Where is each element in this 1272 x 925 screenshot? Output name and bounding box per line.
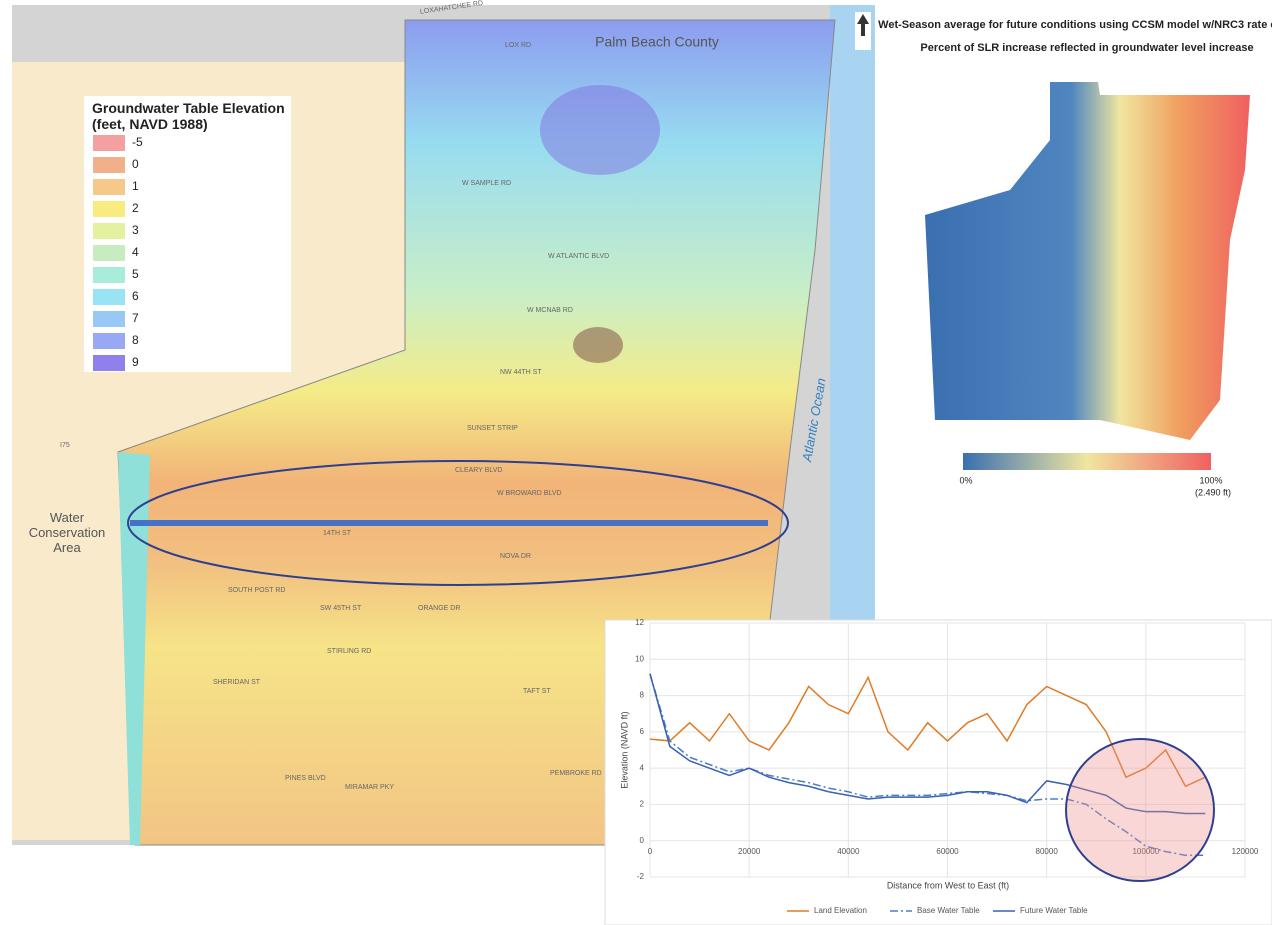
y-tick-label: 0	[640, 836, 645, 845]
road-label: SHERIDAN ST	[213, 679, 261, 686]
legend-swatch	[93, 355, 125, 371]
legend-swatch	[93, 179, 125, 195]
legend-title-box: Groundwater Table Elevation (feet, NAVD …	[92, 100, 292, 136]
y-tick-label: 2	[640, 800, 645, 809]
legend-label: 0	[132, 157, 139, 171]
road-label: TAFT ST	[523, 688, 551, 695]
highlight-circle	[1066, 739, 1214, 881]
legend-swatch	[93, 267, 125, 283]
legend-swatch	[93, 223, 125, 239]
legend-label: 9	[132, 355, 139, 369]
colorbar	[963, 453, 1211, 470]
road-label: W ATLANTIC BLVD	[548, 253, 609, 260]
y-tick-label: 10	[635, 654, 644, 663]
legend-label: 3	[132, 223, 139, 237]
x-axis-title: Distance from West to East (ft)	[887, 880, 1009, 890]
legend-swatch	[93, 311, 125, 327]
colorbar-max: 100%	[1199, 475, 1222, 485]
road-label: SW 45TH ST	[320, 605, 362, 612]
road-label: SUNSET STRIP	[467, 425, 518, 432]
colorbar-min: 0%	[959, 475, 972, 485]
heatmap-title: Wet-Season average for future conditions…	[878, 19, 1272, 31]
road-label: W BROWARD BLVD	[497, 490, 562, 497]
legend-label: 2	[132, 201, 139, 215]
colorbar-note: (2.490 ft)	[1195, 487, 1231, 497]
y-tick-label: 4	[640, 763, 645, 772]
legend-swatch	[93, 245, 125, 261]
road-label: PEMBROKE RD	[550, 770, 602, 777]
x-tick-label: 80000	[1036, 847, 1059, 856]
heatmap	[925, 82, 1250, 440]
road-label: W MCNAB RD	[527, 307, 573, 314]
heatmap-subtitle: Percent of SLR increase reflected in gro…	[920, 42, 1253, 54]
x-tick-label: 60000	[936, 847, 959, 856]
legend-label: Land Elevation	[814, 906, 867, 915]
road-label: I75	[60, 442, 70, 449]
x-tick-label: 20000	[738, 847, 761, 856]
x-tick-label: 120000	[1232, 847, 1259, 856]
page: Palm Beach County Atlantic Ocean Water C…	[0, 0, 1272, 925]
y-tick-label: 6	[640, 727, 645, 736]
road-label: ORANGE DR	[418, 605, 460, 612]
y-axis-title: Elevation (NAVD ft)	[619, 711, 629, 788]
legend-swatch	[93, 289, 125, 305]
road-label: 14TH ST	[323, 530, 352, 537]
y-tick-label: 12	[635, 618, 644, 627]
land-area	[12, 450, 135, 840]
x-tick-label: 40000	[837, 847, 860, 856]
road-label: CLEARY BLVD	[455, 467, 502, 474]
area-label-box: Water Conservation Area	[22, 510, 112, 560]
depression	[573, 327, 623, 363]
y-tick-label: 8	[640, 691, 645, 700]
area-label: Water Conservation Area	[22, 510, 112, 555]
legend-swatch	[93, 201, 125, 217]
road-label: NW 44TH ST	[500, 369, 542, 376]
legend-label: 8	[132, 333, 139, 347]
road-label: STIRLING RD	[327, 648, 371, 655]
road-label: PINES BLVD	[285, 775, 326, 782]
legend-label: 5	[132, 267, 139, 281]
high-area	[540, 85, 660, 175]
legend-label: Future Water Table	[1020, 906, 1088, 915]
heatmap-panel: Wet-Season average for future conditions…	[878, 19, 1272, 497]
county-label: Palm Beach County	[595, 34, 719, 50]
road-label: NOVA DR	[500, 553, 531, 560]
road-label: MIRAMAR PKY	[345, 784, 394, 791]
legend-swatch	[93, 135, 125, 151]
legend-label: 7	[132, 311, 139, 325]
legend-label: -5	[132, 135, 143, 149]
y-tick-label: -2	[637, 872, 645, 881]
road-label: LOX RD	[505, 42, 531, 49]
legend-label: 4	[132, 245, 139, 259]
road-label: SOUTH POST RD	[228, 587, 285, 594]
line-chart: Elevation (NAVD ft) Distance from West t…	[605, 618, 1272, 925]
legend-label: Base Water Table	[917, 906, 980, 915]
x-tick-label: 0	[648, 847, 653, 856]
legend-label: 6	[132, 289, 139, 303]
legend-swatch	[93, 333, 125, 349]
legend-label: 1	[132, 179, 139, 193]
legend-title: Groundwater Table Elevation (feet, NAVD …	[92, 100, 292, 132]
road-label: W SAMPLE RD	[462, 180, 511, 187]
legend-swatch	[93, 157, 125, 173]
